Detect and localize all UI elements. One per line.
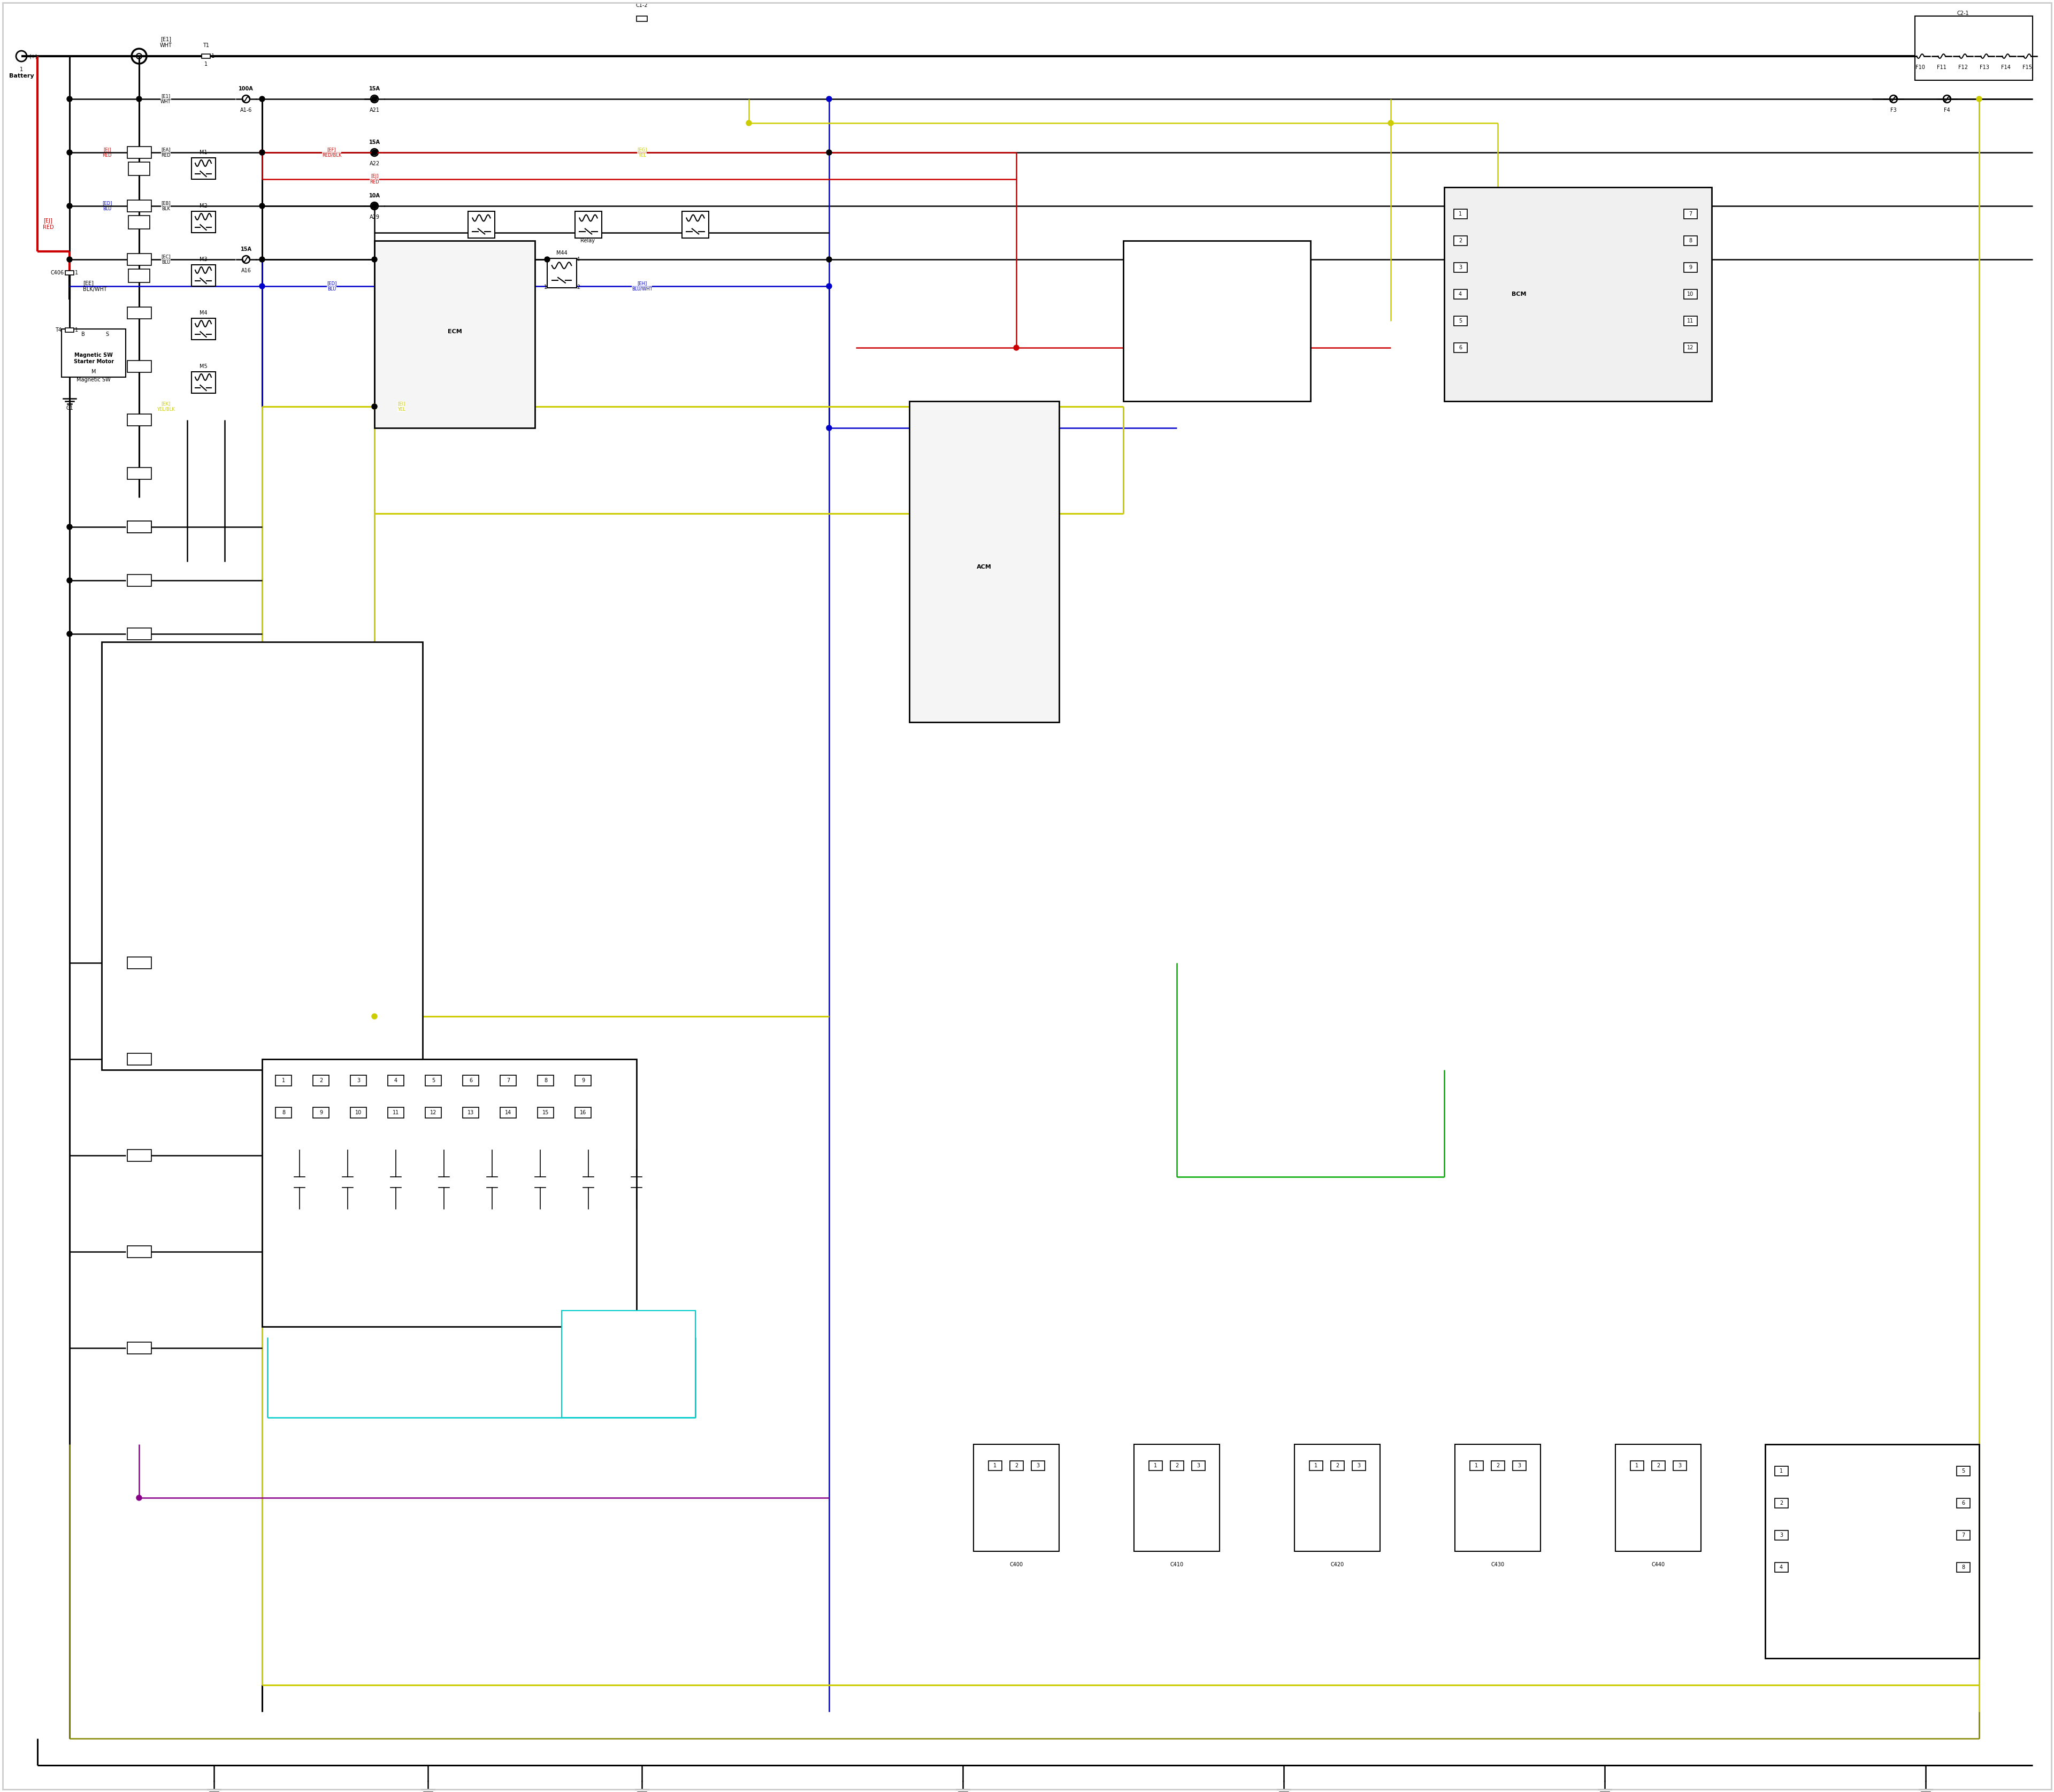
Text: 5: 5 (1962, 1468, 1966, 1473)
Text: C440: C440 (1651, 1563, 1666, 1568)
Circle shape (1389, 120, 1393, 125)
Text: 2: 2 (318, 1077, 322, 1082)
Text: Ignition
Coil
Relay: Ignition Coil Relay (581, 226, 600, 244)
Bar (1955, 1530, 1970, 1539)
Text: 5: 5 (1458, 319, 1462, 324)
Bar (127, 269, 150, 281)
Text: 9: 9 (581, 1077, 585, 1082)
Bar (66, 271, 74, 274)
Circle shape (372, 97, 378, 102)
Text: F13: F13 (1980, 65, 1988, 70)
Bar (682, 211, 709, 238)
Text: 1: 1 (21, 66, 23, 72)
Bar (127, 147, 152, 158)
Text: [EH]
BLU/WHT: [EH] BLU/WHT (631, 281, 653, 292)
Text: [E1]
WHT: [E1] WHT (160, 36, 173, 48)
Circle shape (68, 97, 72, 102)
Text: F15: F15 (2023, 65, 2031, 70)
Bar (1454, 237, 1467, 246)
Text: [EJ]
RED: [EJ] RED (370, 174, 380, 185)
Circle shape (372, 403, 378, 409)
Bar (1308, 1460, 1323, 1471)
Circle shape (372, 202, 378, 208)
Bar (374, 240, 534, 428)
Bar (66, 328, 74, 332)
Text: 3: 3 (357, 1077, 359, 1082)
Circle shape (68, 577, 72, 582)
Text: [E1]
WHT: [E1] WHT (160, 93, 170, 104)
Text: S: S (105, 332, 109, 337)
Text: [EE]
BLK/WHT: [EE] BLK/WHT (82, 280, 107, 292)
Circle shape (826, 97, 832, 102)
Text: 3: 3 (1779, 1532, 1783, 1538)
Bar (1955, 1563, 1970, 1572)
Text: [EA]
RED: [EA] RED (160, 147, 170, 158)
Bar (127, 161, 150, 176)
Bar (275, 1075, 292, 1086)
Bar (1775, 1466, 1787, 1477)
Text: C1-2: C1-2 (637, 2, 647, 7)
Text: ECM: ECM (448, 330, 462, 335)
Text: 7: 7 (1688, 211, 1692, 217)
Text: 3: 3 (1358, 1462, 1360, 1468)
Text: 9: 9 (318, 1109, 322, 1115)
Bar (1672, 1460, 1686, 1471)
Bar (127, 414, 152, 426)
Bar (191, 371, 216, 392)
Bar (62, 330, 125, 376)
Circle shape (544, 256, 550, 262)
Text: B: B (80, 332, 84, 337)
Bar (388, 1075, 405, 1086)
Text: M4: M4 (199, 310, 207, 315)
Circle shape (372, 403, 378, 409)
Text: M44: M44 (557, 251, 567, 256)
Circle shape (826, 151, 832, 156)
Text: 14: 14 (505, 1109, 511, 1115)
Text: A21: A21 (370, 108, 380, 113)
Text: 2: 2 (577, 285, 579, 290)
Text: 2: 2 (1779, 1500, 1783, 1505)
Bar (1454, 342, 1467, 353)
Text: 2: 2 (1495, 1462, 1499, 1468)
Bar (275, 1107, 292, 1118)
Bar (546, 258, 577, 287)
Text: M3: M3 (199, 256, 207, 262)
Circle shape (259, 256, 265, 262)
Text: 4: 4 (577, 256, 579, 262)
Bar (127, 253, 152, 265)
Bar (1914, 16, 2033, 81)
Text: 1: 1 (203, 61, 207, 66)
Bar (1684, 342, 1697, 353)
Text: A29: A29 (370, 215, 380, 220)
Bar (191, 211, 216, 233)
Text: 1: 1 (1635, 1462, 1639, 1468)
Bar (1512, 1460, 1526, 1471)
Bar (127, 215, 150, 229)
Bar (499, 1107, 516, 1118)
Text: 15A: 15A (370, 140, 380, 145)
Text: M5: M5 (199, 364, 207, 369)
Text: [EI]
YEL: [EI] YEL (396, 401, 405, 412)
Bar (1684, 263, 1697, 272)
Bar (312, 1107, 329, 1118)
Text: [EJ]
RED: [EJ] RED (43, 219, 53, 229)
Text: 8: 8 (281, 1109, 286, 1115)
Text: 2: 2 (1335, 1462, 1339, 1468)
Text: 8: 8 (544, 1077, 546, 1082)
Text: M2: M2 (199, 202, 207, 208)
Bar (575, 211, 602, 238)
Text: F3: F3 (1890, 108, 1896, 113)
Circle shape (1976, 97, 1982, 102)
Text: 11: 11 (1686, 319, 1695, 324)
Text: C410: C410 (1171, 1563, 1183, 1568)
Text: 4: 4 (1779, 1564, 1783, 1570)
Bar (1294, 1444, 1380, 1552)
Bar (127, 360, 152, 373)
Bar (1491, 1460, 1504, 1471)
Text: 3: 3 (544, 256, 546, 262)
Text: 6: 6 (1962, 1500, 1966, 1505)
Text: 3: 3 (1678, 1462, 1682, 1468)
Text: 10: 10 (355, 1109, 362, 1115)
Text: A16: A16 (240, 269, 251, 274)
Bar (1444, 186, 1711, 401)
